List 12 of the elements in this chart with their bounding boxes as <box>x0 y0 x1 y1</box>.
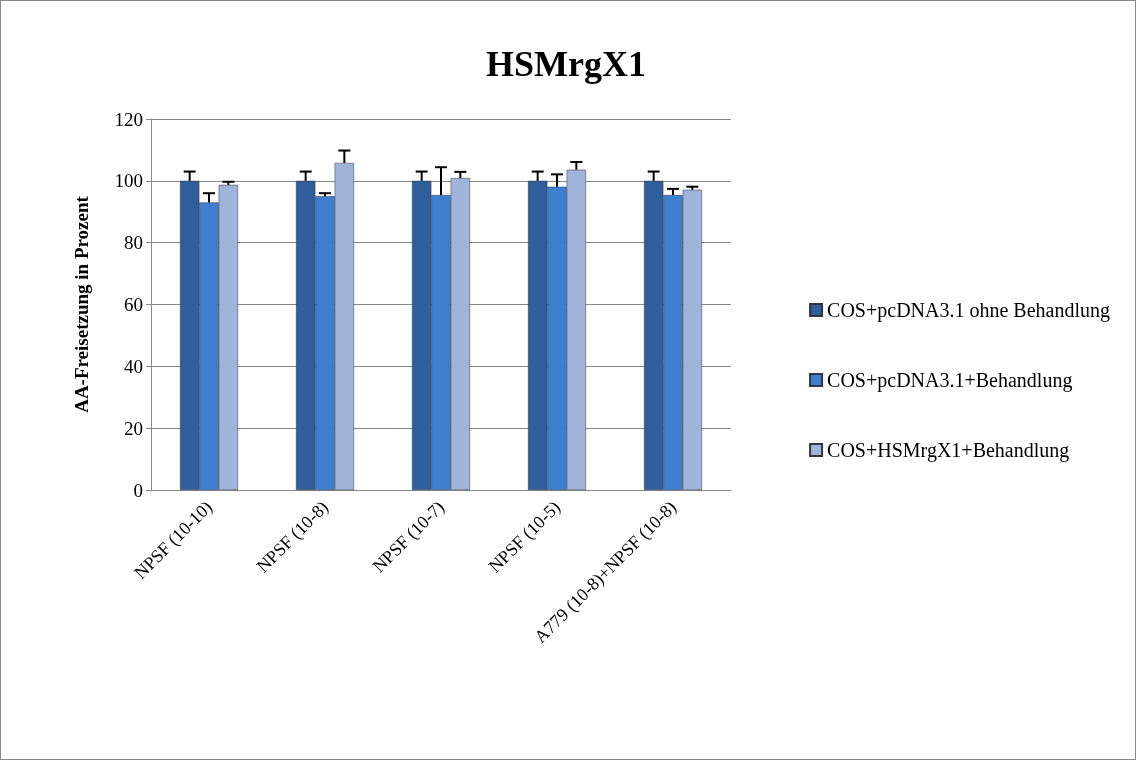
y-tick-label: 80 <box>124 232 143 254</box>
legend-label: COS+pcDNA3.1+Behandlung <box>827 369 1073 392</box>
y-tick-label: 0 <box>133 479 143 501</box>
y-tick-label: 60 <box>124 294 143 315</box>
legend-label: COS+pcDNA3.1 ohne Behandlung <box>827 299 1110 322</box>
legend-label: COS+HSMrgX1+Behandlung <box>827 439 1070 462</box>
y-tick-label: 100 <box>114 170 143 192</box>
y-tick-label: 40 <box>124 355 143 377</box>
y-tick-label: 120 <box>114 108 143 130</box>
y-axis-title: AA-Freisetzung in Prozent <box>71 195 92 413</box>
chart-title: HSMrgX1 <box>486 44 646 84</box>
y-tick-label: 20 <box>124 417 143 439</box>
